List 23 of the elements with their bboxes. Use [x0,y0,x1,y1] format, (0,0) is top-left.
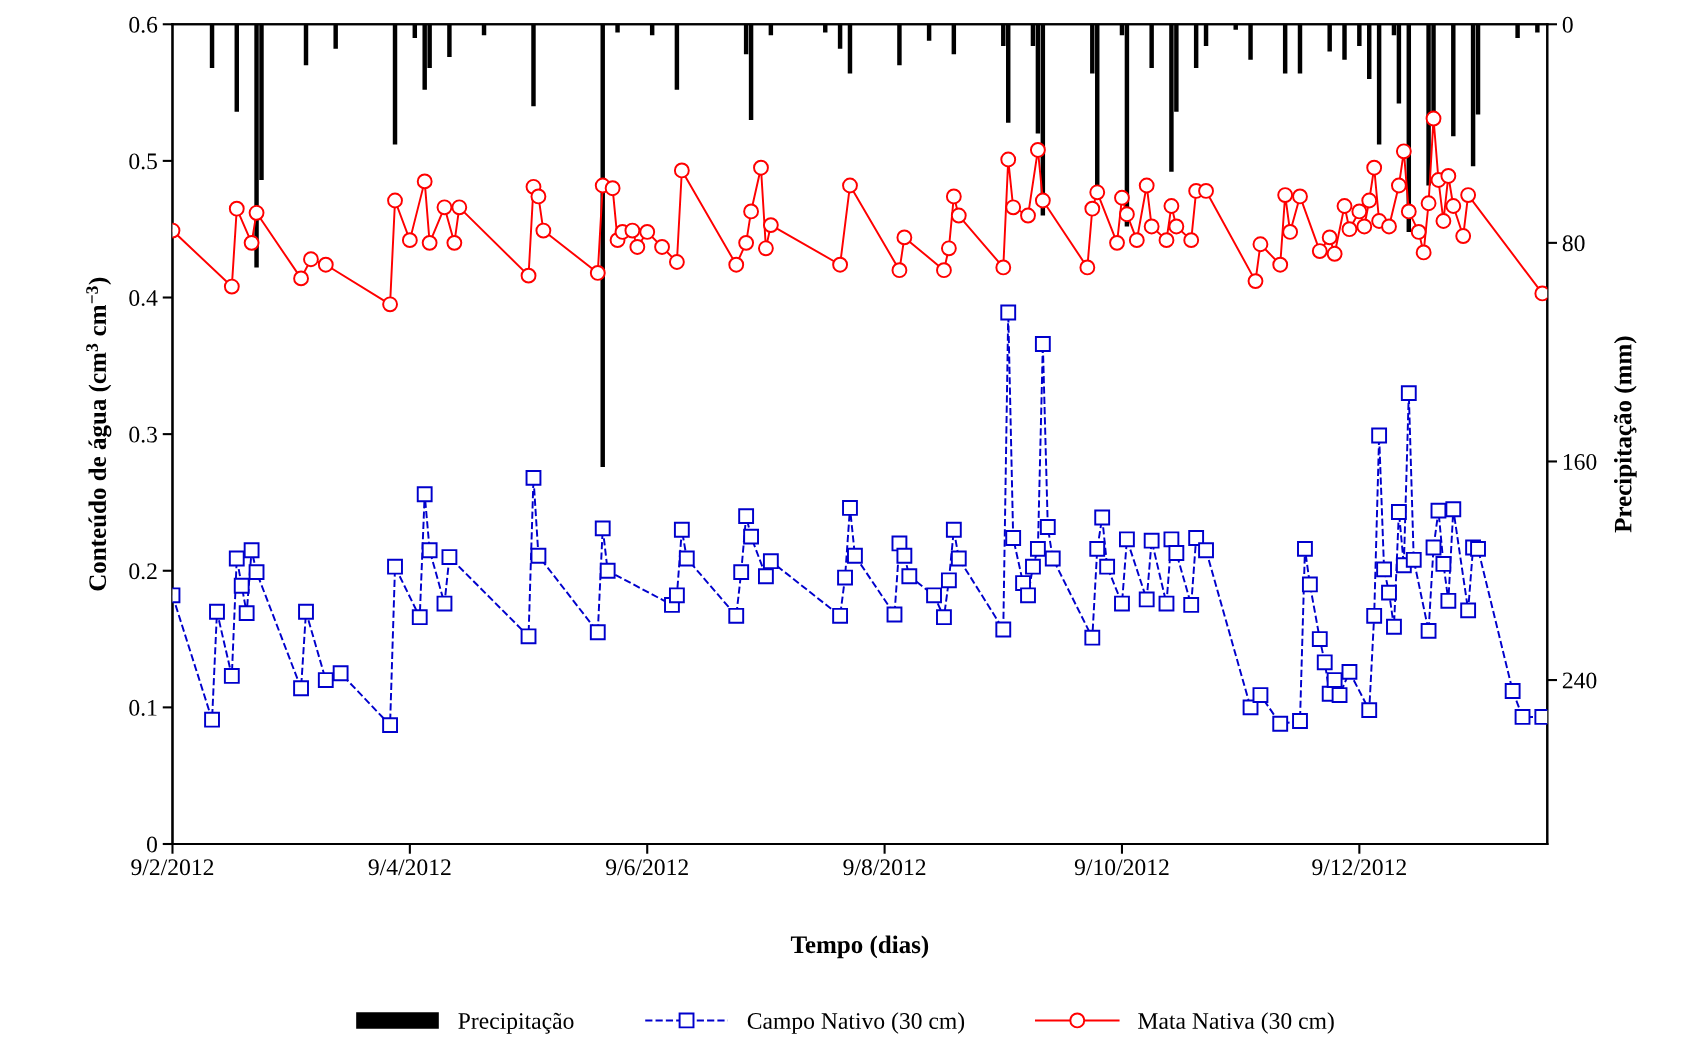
y2-tick-label: 160 [1563,453,1597,470]
y-tick-label: 0.2 [129,563,157,580]
x-tick-label: 9/10/2012 [1074,859,1169,876]
y-tick-label: 0.6 [129,16,158,33]
legend-label: Mata Nativa (30 cm) [1138,1012,1334,1034]
x-tick-label: 9/6/2012 [606,859,688,876]
y2-tick-label: 240 [1562,672,1597,689]
x-tick-label: 9/12/2012 [1312,859,1406,876]
x-tick-label: 9/8/2012 [843,859,926,876]
legend-label: Campo Nativo (30 cm) [747,1012,965,1034]
x-axis-title: Tempo (dias) [790,935,929,959]
y2-tick-label: 0 [1562,16,1573,33]
x-tick-label: 9/2/2012 [131,859,214,876]
y-tick-label: 0.4 [129,290,158,307]
y-tick-label: 0.1 [129,699,157,716]
y-tick-label: 0.5 [129,153,157,170]
y-tick-label: 0 [146,836,157,853]
legend-label: Precipitação [458,1012,574,1034]
y2-axis-title: Precipitação (mm) [1613,336,1637,533]
y-axis-title: Conteúdo de água (cm$^{3}$ cm$^{−3}$) [86,277,112,591]
x-tick-label: 9/4/2012 [368,859,451,876]
y-tick-label: 0.3 [129,426,157,443]
y2-tick-label: 80 [1562,235,1585,252]
